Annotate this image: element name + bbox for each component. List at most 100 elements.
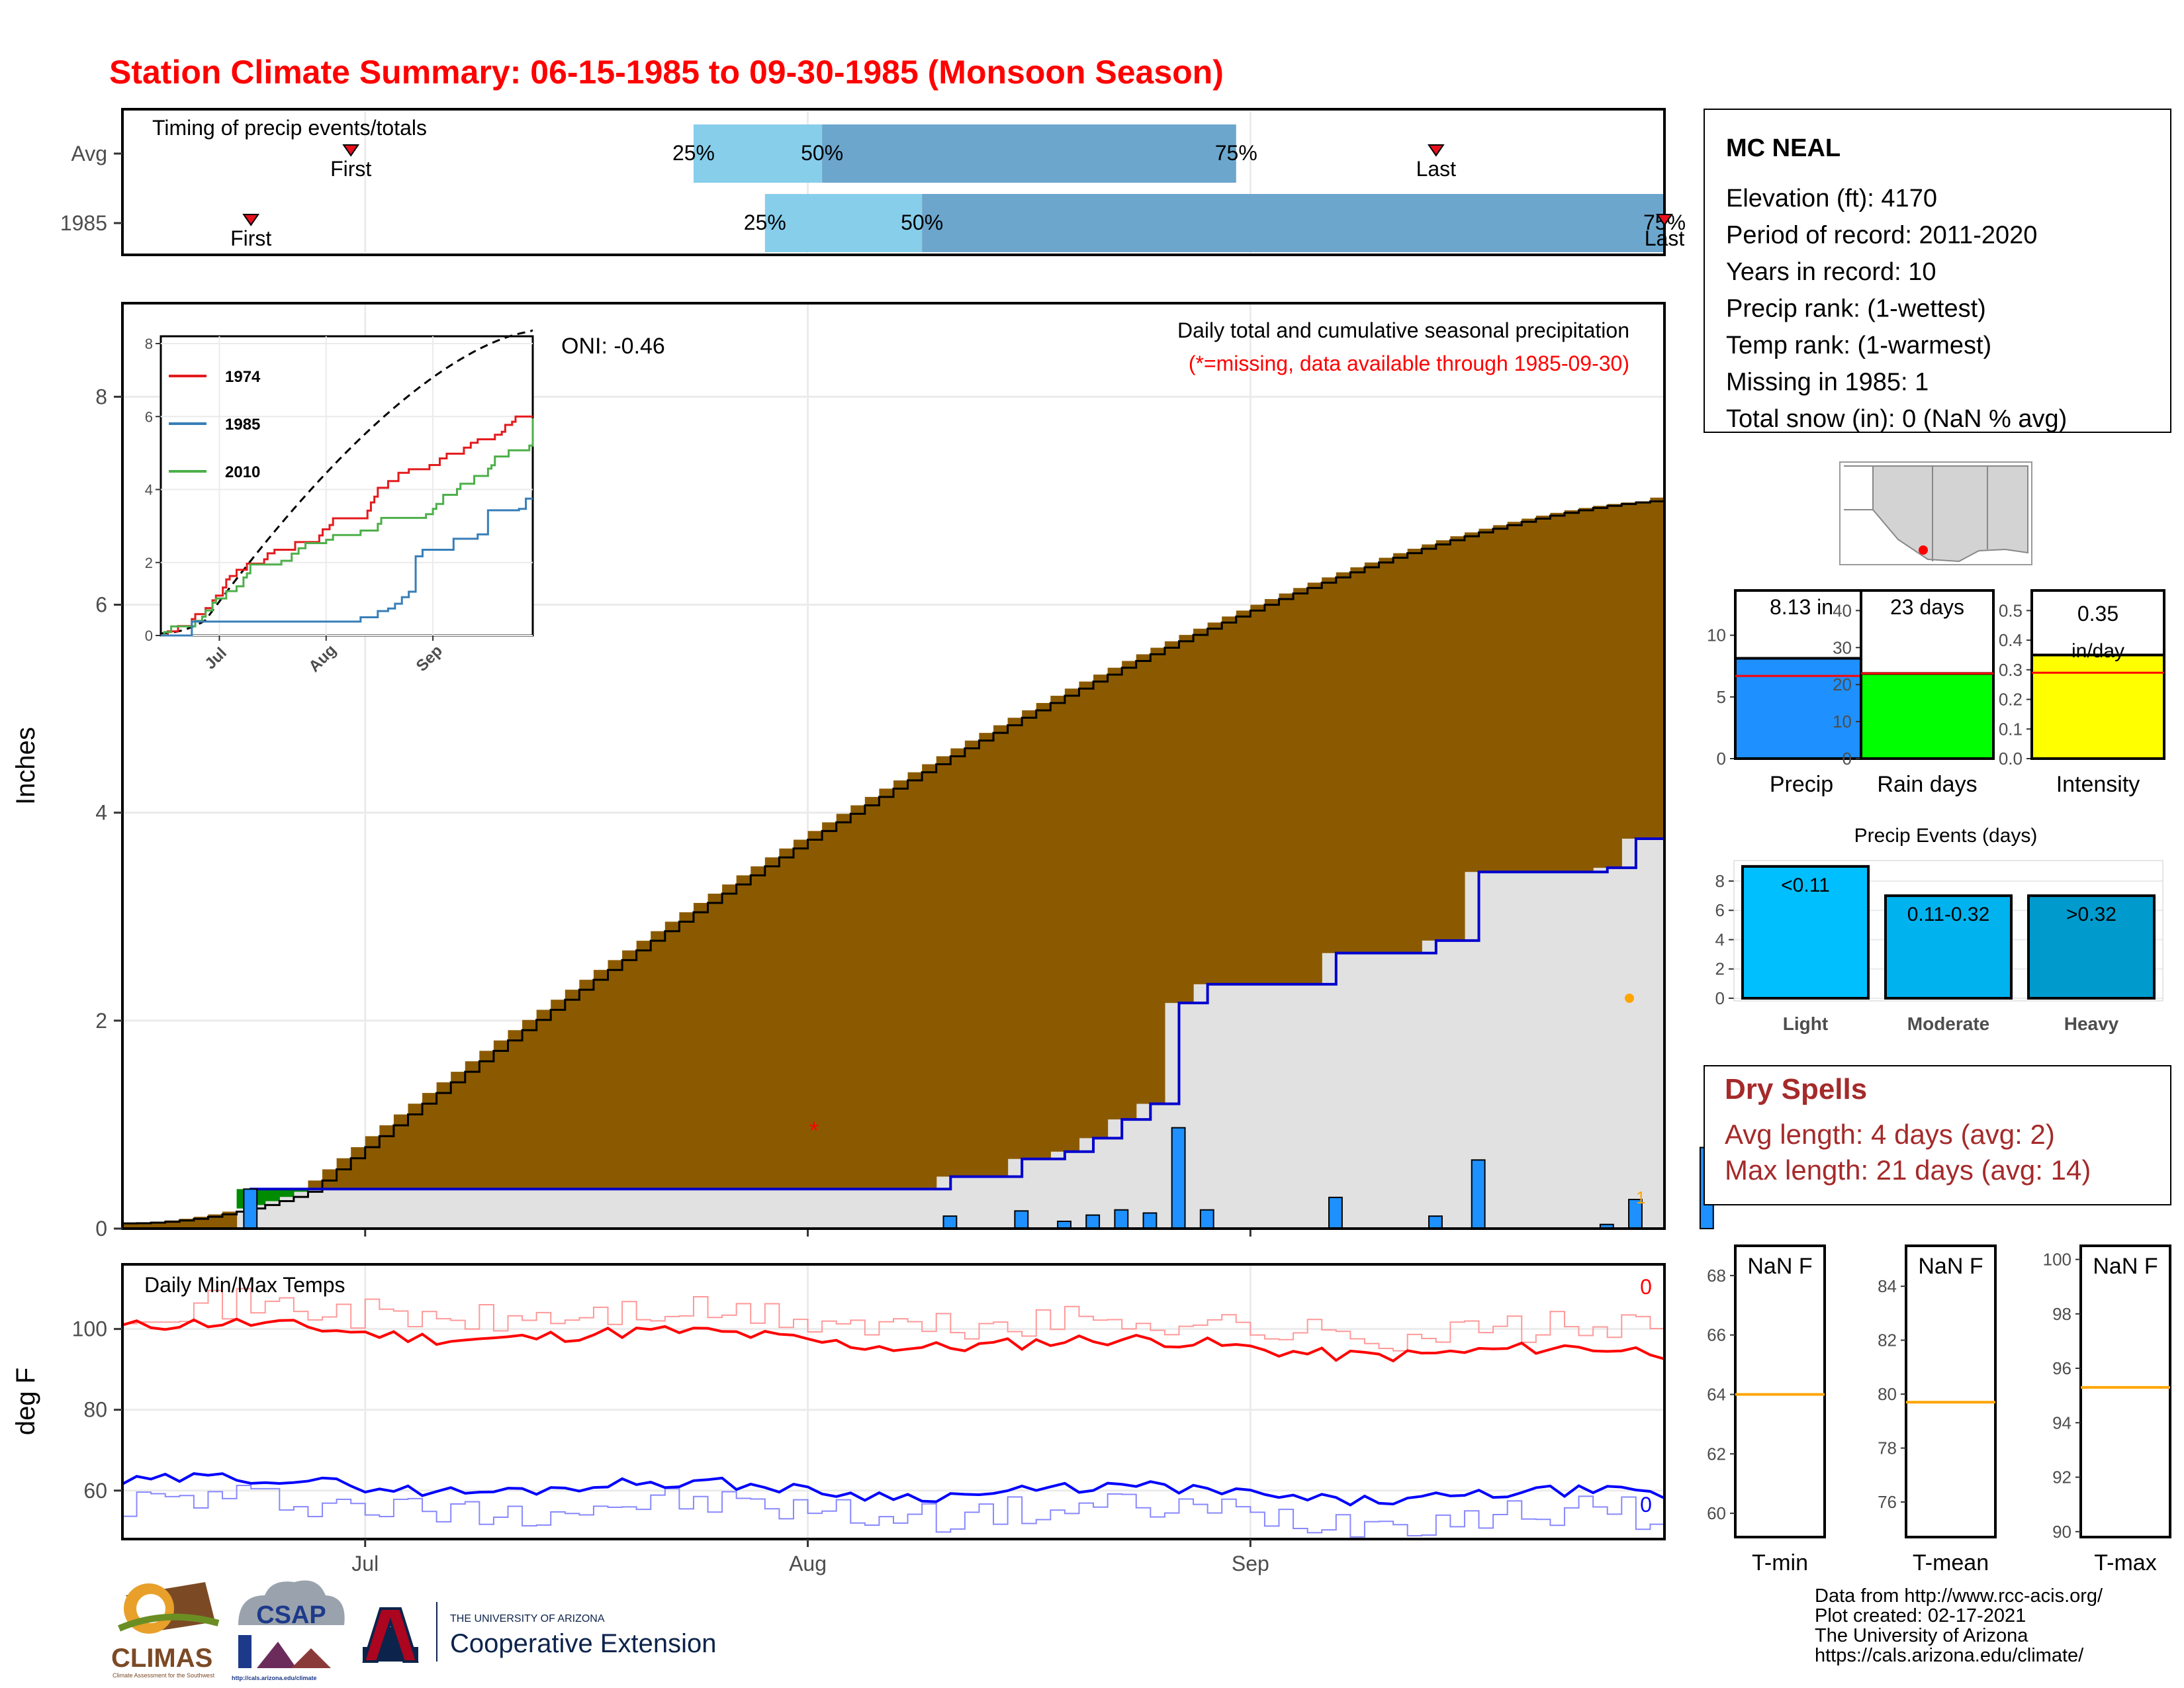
temp-box-tick-label: 82: [1878, 1331, 1897, 1350]
temps-y-tick-label: 80: [83, 1398, 107, 1422]
inset-y-tick-label: 0: [145, 628, 153, 644]
precip-deficit-area: [1550, 512, 1565, 872]
temps-title: Daily Min/Max Temps: [144, 1273, 345, 1297]
precip-deficit-area: [1036, 702, 1051, 1159]
mini-bar-tick-label: 0.4: [1999, 630, 2023, 650]
timing-row-year: 1985: [60, 211, 107, 235]
precip-deficit-area: [922, 764, 937, 1190]
csap-logo: CSAP http://cals.arizona.edu/climate: [232, 1580, 345, 1681]
mini-bar-tick-label: 30: [1833, 637, 1852, 657]
precip-deficit-area: [608, 960, 623, 1190]
temps-y-tick-label: 60: [83, 1479, 107, 1503]
temp-box-tick-label: 68: [1707, 1266, 1726, 1286]
daily-precip-bar: [1328, 1196, 1343, 1230]
precip-deficit-area: [1522, 518, 1537, 872]
precip-deficit-area: [779, 848, 794, 1190]
events-bar-label: <0.11: [1781, 874, 1830, 896]
precip-ylabel: Inches: [11, 727, 40, 805]
temp-box-value: NaN F: [1747, 1254, 1812, 1279]
oni-label: ONI: -0.46: [561, 334, 665, 359]
precip-deficit-area: [379, 1125, 394, 1190]
tmax-line: [122, 1317, 1665, 1363]
footer-line-3: The University of Arizona: [1815, 1625, 2028, 1646]
mini-bar-tick-label: 0: [1717, 749, 1726, 769]
precip-deficit-area: [736, 875, 751, 1190]
observed-cumulative-line: [122, 837, 1664, 1230]
precip-deficit-area: [1050, 696, 1066, 1152]
mini-bar-tick-label: 0.3: [1999, 660, 2023, 680]
events-bar-label: >0.32: [2066, 904, 2116, 925]
mini-bar-unit: in/day: [2071, 640, 2124, 662]
precip-deficit-area: [1621, 502, 1637, 839]
mini-bar-fill: [1860, 672, 1995, 761]
precip-deficit-area: [1250, 604, 1265, 984]
station-info-line: Missing in 1985: 1: [1726, 369, 1929, 397]
precip-deficit-area: [1264, 598, 1280, 984]
events-bar: [1741, 865, 1870, 1000]
mini-bar-tick-label: 0.2: [1999, 690, 2023, 710]
last-event-marker: [1427, 144, 1445, 157]
temp-box-frame: [1905, 1244, 1997, 1538]
mini-bar-frame: [1734, 589, 1869, 660]
temps-missing-min: 0: [1640, 1493, 1652, 1517]
precip-deficit-area: [1122, 661, 1137, 1120]
daily-precip-bar: [1471, 1159, 1486, 1230]
precip-deficit-area: [979, 733, 994, 1177]
dry-spells-box: Dry Spells Avg length: 4 days (avg: 2) M…: [1704, 1065, 2171, 1205]
mini-bar-tick-label: 0.1: [1999, 719, 2023, 739]
missing-day-marker: *: [809, 1117, 819, 1144]
tmin-avg-line: [122, 1485, 1665, 1538]
station-info-line: Total snow (in): 0 (NaN % avg): [1726, 405, 2067, 433]
precip-deficit-area: [993, 725, 1009, 1177]
events-bar-label: 0.11-0.32: [1907, 904, 1990, 925]
tmin-line: [122, 1472, 1665, 1507]
precip-deficit-area: [479, 1051, 494, 1190]
timing-pct-label: 50%: [901, 211, 943, 234]
temp-box-tick-label: 66: [1707, 1325, 1726, 1345]
temps-ylabel: deg F: [11, 1368, 40, 1435]
temp-box-label: T-max: [2094, 1550, 2156, 1575]
temp-box-frame: [1734, 1244, 1826, 1538]
precip-deficit-area: [1236, 610, 1251, 984]
temp-box-tick-label: 80: [1878, 1384, 1897, 1404]
inset-line-1985: [161, 497, 533, 637]
daily-precip-bar: [1014, 1210, 1029, 1230]
events-bar: [1884, 894, 2013, 1000]
daily-precip-bar: [1171, 1127, 1186, 1229]
precip-deficit-area: [664, 921, 680, 1190]
climas-wordmark: CLIMAS: [111, 1644, 212, 1673]
daily-precip-bar: [1142, 1212, 1158, 1230]
x-axis-tick-label: Aug: [789, 1552, 827, 1575]
precip-events-chart: Precip Events (days) 0 2 4 6 8 <0.11 Light 0.11…: [1715, 825, 2163, 1034]
timing-row-avg: Avg: [71, 142, 107, 165]
precip-deficit-area: [893, 780, 909, 1190]
precip-deficit-area: [393, 1114, 409, 1190]
precip-deficit-area: [1193, 628, 1208, 984]
precip-deficit-area: [1407, 548, 1422, 953]
precip-deficit-area: [1493, 525, 1508, 872]
mini-bar-tick-label: 20: [1833, 675, 1852, 694]
station-info-line: Elevation (ft): 4170: [1726, 185, 1937, 212]
precip-deficit-area: [651, 931, 666, 1190]
precip-deficit-area: [764, 857, 780, 1190]
precip-y-tick-label: 2: [95, 1009, 107, 1033]
footer-line-4: https://cals.arizona.edu/climate/: [1815, 1645, 2084, 1666]
precip-deficit-area: [565, 990, 580, 1190]
avg-cumulative-line: [122, 497, 1666, 1225]
precip-deficit-area: [936, 756, 951, 1177]
precip-deficit-area: [1322, 577, 1337, 953]
daily-precip-bar: [1114, 1209, 1129, 1229]
temp-box-frame: [2079, 1244, 2171, 1538]
daily-precip-bar: [1199, 1209, 1214, 1229]
precip-deficit-area: [1635, 501, 1651, 839]
timing-title: Timing of precip events/totals: [152, 116, 427, 140]
precip-deficit-area: [436, 1082, 451, 1190]
precip-deficit-area: [222, 1211, 238, 1229]
station-info-line: Temp rank: (1-warmest): [1726, 332, 1991, 359]
last-event-label: Last: [1416, 157, 1457, 181]
precip-deficit-area: [1578, 508, 1594, 872]
precip-deficit-area: [1064, 688, 1080, 1152]
precip-deficit-area: [679, 912, 694, 1190]
precip-deficit-area: [551, 1000, 566, 1190]
mini-bar-tick-label: 10: [1833, 712, 1852, 731]
